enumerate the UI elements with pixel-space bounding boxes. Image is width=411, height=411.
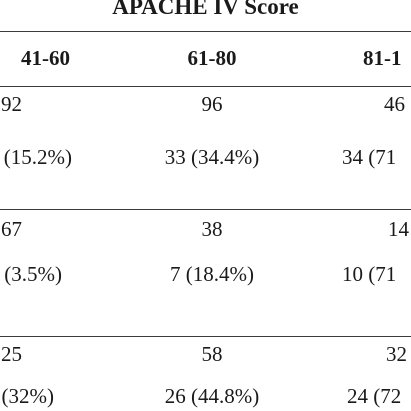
table-cell: (32%) [1, 384, 54, 408]
table-cell: 26 (44.8%) [164, 384, 260, 408]
table-cell: 46 [384, 92, 405, 116]
column-header: 81-1 [363, 46, 402, 70]
table-cell: 24 (72 [347, 384, 402, 408]
table-cell: 67 [1, 217, 22, 241]
table-cell: 96 [201, 92, 223, 116]
table-cell: 34 (71 [342, 145, 397, 169]
title-underline [0, 31, 411, 32]
table-cell: 7 (18.4%) [170, 262, 254, 286]
header-rule [0, 86, 411, 87]
table-cell: 10 (71 [342, 262, 397, 286]
column-header: 41-60 [21, 46, 70, 70]
table-cell: (15.2%) [3, 145, 72, 169]
table-cell: 32 [386, 342, 407, 366]
table-cell: 58 [201, 342, 223, 366]
table-cell: 25 [1, 342, 22, 366]
column-header: 61-80 [187, 46, 237, 70]
table-cell: 92 [1, 92, 22, 116]
table-cell: 38 [201, 217, 223, 241]
table-cell: 33 (34.4%) [164, 145, 260, 169]
table-cell: (3.5%) [4, 262, 62, 286]
group-rule [0, 209, 411, 210]
table-cell: 14 [388, 217, 409, 241]
table-title: APACHE IV Score [112, 0, 299, 19]
group-rule [0, 336, 411, 337]
